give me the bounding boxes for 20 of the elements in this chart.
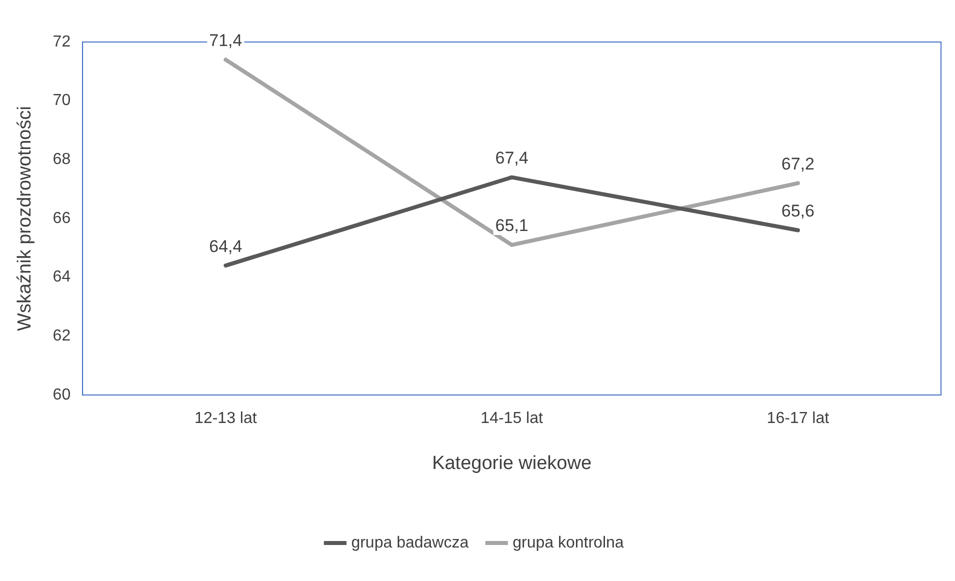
- data-label: 65,6: [781, 201, 814, 220]
- x-tick-label: 12-13 lat: [194, 410, 258, 428]
- data-label: 67,4: [495, 148, 528, 168]
- y-tick-label: 70: [52, 92, 71, 110]
- x-axis-title: Kategorie wiekowe: [432, 452, 592, 474]
- y-tick-label: 68: [52, 151, 71, 168]
- data-label: 71,4: [209, 30, 242, 50]
- data-label: 67,2: [781, 154, 814, 174]
- y-axis-title: Wskaźnik prozdrowotności: [14, 106, 36, 331]
- legend-label: grupa kontrolna: [512, 534, 624, 552]
- x-tick-label: 16-17 lat: [766, 410, 830, 428]
- data-label: 64,4: [209, 236, 242, 256]
- y-tick-label: 60: [52, 386, 71, 404]
- y-tick-label: 62: [52, 328, 71, 345]
- y-tick-label: 72: [52, 33, 71, 50]
- y-tick-label: 64: [52, 268, 71, 286]
- x-tick-label: 14-15 lat: [480, 410, 544, 428]
- y-tick-label: 66: [52, 210, 71, 227]
- data-label: 65,1: [495, 216, 528, 236]
- legend-label: grupa badawcza: [351, 534, 469, 552]
